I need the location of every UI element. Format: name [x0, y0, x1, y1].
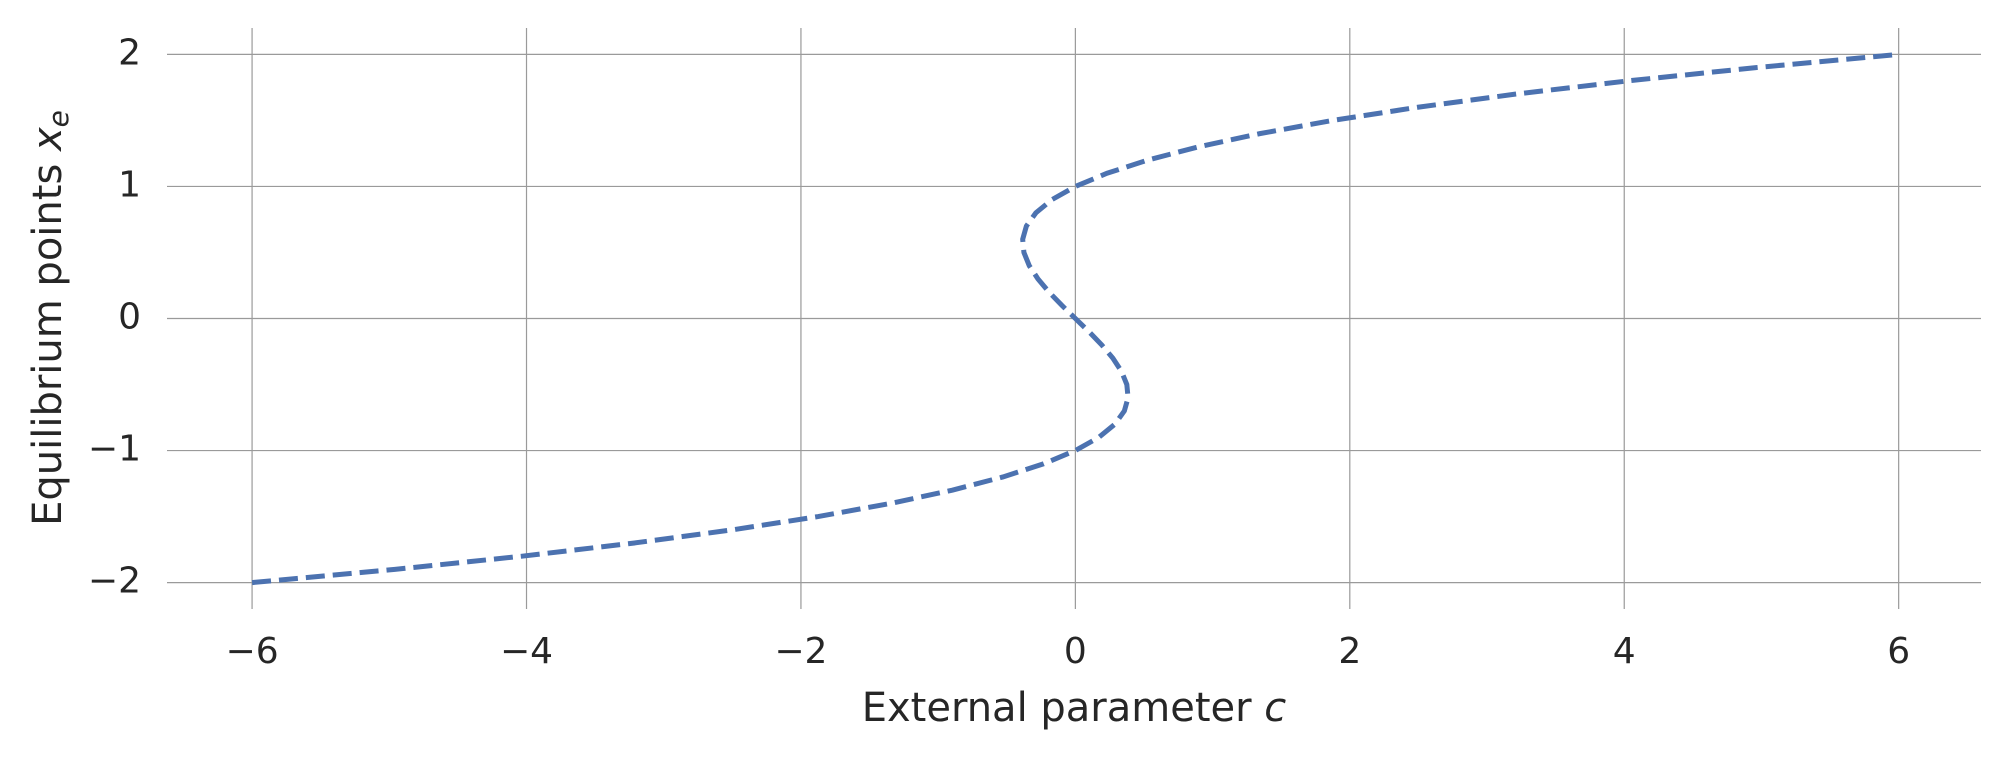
- y-tick-label: −1: [88, 429, 141, 470]
- x-tick-label: −4: [500, 631, 553, 672]
- x-axis-label: External parameter c: [862, 685, 1287, 731]
- x-tick-label: −2: [774, 631, 827, 672]
- y-tick-label: 0: [118, 297, 141, 338]
- x-tick-label: 6: [1887, 631, 1910, 672]
- x-label-symbol: c: [1264, 685, 1286, 731]
- y-tick-label: 1: [118, 164, 141, 205]
- y-label-subscript: e: [42, 110, 75, 127]
- x-tick-label: −6: [226, 631, 279, 672]
- y-axis-label: Equilibrium points xe: [25, 110, 75, 526]
- line-series: [251, 51, 1899, 586]
- x-tick-label: 2: [1338, 631, 1361, 672]
- y-tick-label: 2: [118, 32, 141, 73]
- y-label-text: Equilibrium points: [25, 164, 71, 526]
- x-label-text: External parameter: [862, 685, 1252, 731]
- y-tick-label: −2: [88, 561, 141, 602]
- x-tick-label: 4: [1613, 631, 1636, 672]
- y-label-symbol: x: [25, 127, 71, 153]
- x-tick-label: 0: [1064, 631, 1087, 672]
